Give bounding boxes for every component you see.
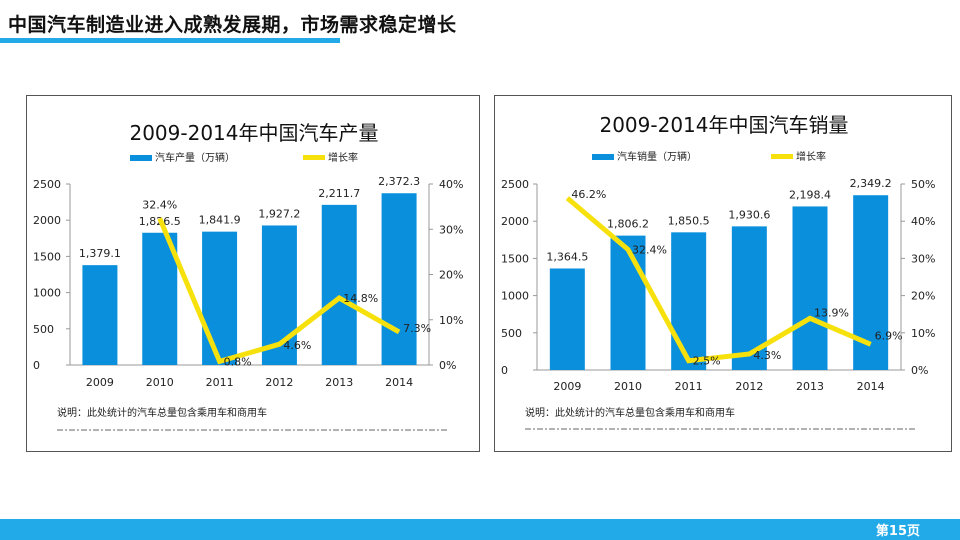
x-tick-label: 2011	[206, 376, 234, 389]
bar	[142, 232, 178, 365]
line-data-label: 14.8%	[343, 292, 378, 305]
legend-line-label: 增长率	[328, 151, 358, 164]
legend-bar-label: 汽车销量（万辆）	[617, 150, 697, 163]
line-data-label: 6.9%	[875, 329, 903, 342]
bar	[202, 231, 238, 365]
footer-bar	[0, 519, 960, 540]
growth-rate-line	[565, 196, 872, 364]
x-tick-label: 2013	[796, 380, 824, 393]
x-tick-label: 2009	[86, 376, 114, 389]
bar	[82, 265, 118, 365]
sales-chart: 2009-2014年中国汽车销量汽车销量（万辆） 增长率 0 500 1000 1500 2…	[494, 95, 952, 452]
right-tick-label: 30%	[911, 252, 935, 265]
left-tick-label: 2000	[501, 215, 529, 228]
left-tick-label: 2000	[33, 214, 61, 227]
bar-data-label: 1,930.6	[728, 208, 770, 221]
bar-data-label: 2,372.3	[378, 175, 420, 188]
bar	[792, 206, 828, 370]
left-tick-label: 2500	[501, 178, 529, 191]
right-tick-label: 30%	[439, 223, 463, 236]
right-tick-label: 10%	[911, 327, 935, 340]
page-title: 中国汽车制造业进入成熟发展期，市场需求稳定增长	[8, 14, 457, 36]
chart-title: 2009-2014年中国汽车产量	[129, 121, 378, 145]
line-data-label: 13.9%	[814, 306, 849, 319]
legend-bar-swatch	[592, 154, 614, 160]
legend-bar-label: 汽车产量（万辆）	[155, 151, 235, 164]
line-data-label: 46.2%	[571, 188, 606, 201]
left-tick-label: 500	[33, 323, 54, 336]
chart-note: 说明：此处统计的汽车总量包含乘用车和商用车	[57, 406, 267, 419]
right-tick-label: 40%	[911, 215, 935, 228]
bar-data-label: 1,850.5	[668, 214, 710, 227]
chart-title: 2009-2014年中国汽车销量	[599, 113, 848, 137]
bar	[610, 235, 646, 370]
x-tick-label: 2013	[325, 376, 353, 389]
right-tick-label: 50%	[911, 178, 935, 191]
right-tick-label: 10%	[439, 314, 463, 327]
right-tick-label: 40%	[439, 178, 463, 191]
left-tick-label: 1500	[501, 252, 529, 265]
x-tick-label: 2012	[265, 376, 293, 389]
title-underline	[0, 38, 340, 43]
left-tick-label: 1500	[33, 250, 61, 263]
bar-data-label: 2,349.2	[850, 177, 892, 190]
right-tick-label: 20%	[911, 290, 935, 303]
x-tick-label: 2010	[614, 380, 642, 393]
legend-bar-swatch	[130, 155, 152, 161]
bar-data-label: 1,806.2	[607, 218, 649, 231]
line-data-label: 7.3%	[403, 322, 431, 335]
line-data-label: 32.4%	[142, 198, 177, 211]
x-tick-label: 2010	[146, 376, 174, 389]
left-tick-label: 500	[501, 327, 522, 340]
bar-data-label: 1,379.1	[79, 247, 121, 260]
line-data-label: 32.4%	[632, 243, 667, 256]
bar-data-label: 1,927.2	[258, 207, 300, 220]
left-tick-label: 1000	[33, 287, 61, 300]
bar-data-label: 2,211.7	[318, 187, 360, 200]
bar	[381, 193, 417, 365]
bar	[321, 204, 357, 365]
left-tick-label: 0	[501, 364, 508, 377]
legend-line-swatch	[303, 155, 325, 160]
x-tick-label: 2014	[385, 376, 413, 389]
legend-line-label: 增长率	[796, 150, 826, 163]
line-data-label: 0.8%	[224, 355, 252, 368]
left-tick-label: 1000	[501, 290, 529, 303]
right-tick-label: 20%	[439, 269, 463, 282]
bar-data-label: 1,841.9	[199, 214, 241, 227]
bar	[671, 232, 707, 370]
bar-data-label: 1,364.5	[546, 250, 588, 263]
chart-note: 说明：此处统计的汽车总量包含乘用车和商用车	[525, 406, 735, 419]
left-tick-label: 2500	[33, 178, 61, 191]
right-tick-label: 0%	[439, 359, 456, 372]
x-tick-label: 2014	[857, 380, 885, 393]
legend-line-swatch	[771, 154, 793, 159]
x-tick-label: 2012	[735, 380, 763, 393]
bar	[549, 268, 585, 370]
line-data-label: 4.6%	[283, 339, 311, 352]
right-tick-label: 0%	[911, 364, 928, 377]
page-number: 第15页	[875, 524, 920, 539]
x-tick-label: 2011	[675, 380, 703, 393]
left-tick-label: 0	[33, 359, 40, 372]
x-tick-label: 2009	[553, 380, 581, 393]
line-data-label: 2.5%	[693, 355, 721, 368]
production-chart: 2009-2014年中国汽车产量汽车产量（万辆） 增长率 0 500 1000 1500 2…	[26, 95, 480, 452]
line-data-label: 4.3%	[753, 349, 781, 362]
bar-data-label: 2,198.4	[789, 188, 831, 201]
